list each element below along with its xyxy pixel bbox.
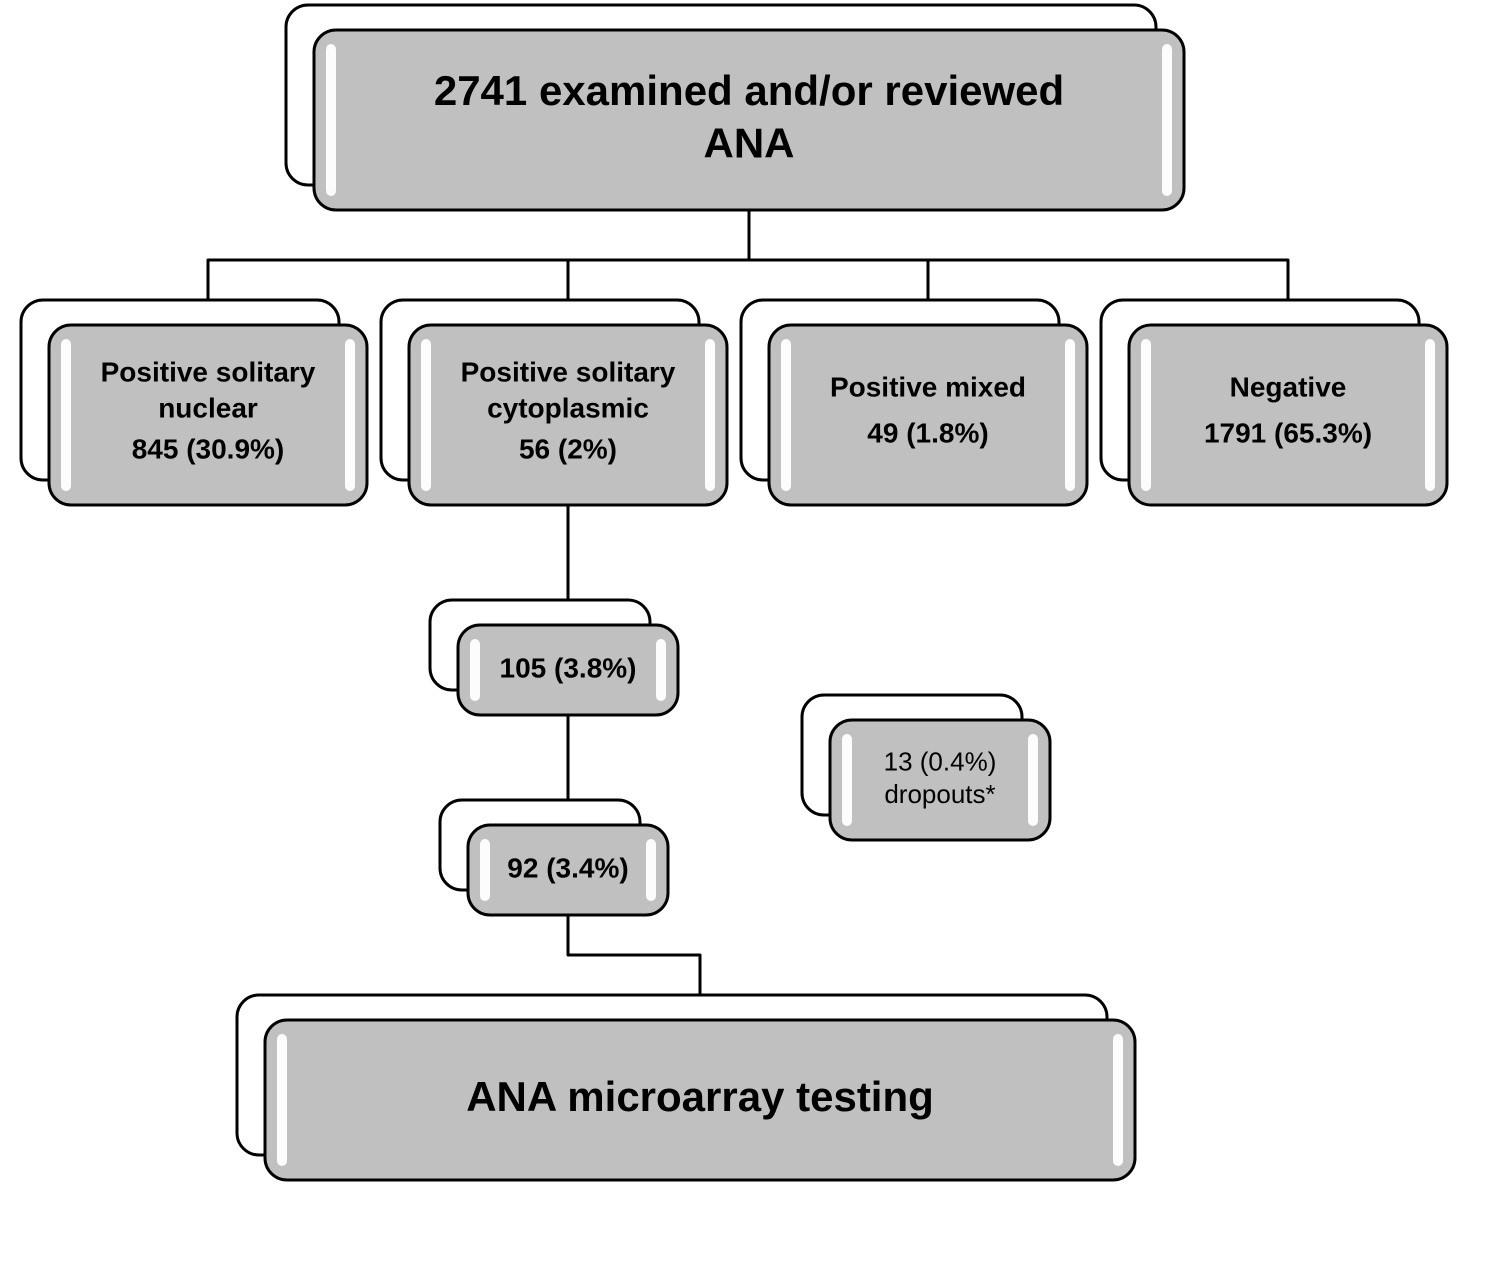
- node-cyto: Positive solitary cytoplasmic 56 (2%): [381, 300, 727, 505]
- node-drop: 13 (0.4%)dropouts*: [802, 695, 1050, 840]
- node-root-line-1: ANA: [704, 119, 795, 166]
- node-cyto-line-1: cytoplasmic: [487, 392, 649, 423]
- node-n105: 105 (3.8%): [430, 600, 678, 715]
- node-micro: ANA microarray testing: [237, 995, 1135, 1180]
- node-neg-line-1: 1791 (65.3%): [1204, 417, 1372, 448]
- flowchart-root: 2741 examined and/or reviewed ANA Positive…: [0, 0, 1499, 1261]
- node-cyto-line-0: Positive solitary: [461, 356, 676, 387]
- node-n92: 92 (3.4%): [440, 800, 668, 915]
- node-drop-line-1: dropouts*: [884, 779, 995, 809]
- node-neg-line-0: Negative: [1230, 371, 1347, 402]
- node-nuclear-line-1: nuclear: [158, 392, 258, 423]
- node-root: 2741 examined and/or reviewed ANA: [286, 5, 1184, 210]
- node-nuclear: Positive solitary nuclear 845 (30.9%): [21, 300, 367, 505]
- node-n92-line-0: 92 (3.4%): [507, 852, 628, 883]
- node-n105-line-0: 105 (3.8%): [500, 652, 637, 683]
- node-mixed-line-1: 49 (1.8%): [867, 417, 988, 448]
- node-mixed: Positive mixed 49 (1.8%): [741, 300, 1087, 505]
- node-neg: Negative 1791 (65.3%): [1101, 300, 1447, 505]
- node-cyto-line-2: 56 (2%): [519, 433, 617, 464]
- node-root-line-0: 2741 examined and/or reviewed: [434, 67, 1064, 114]
- node-micro-line-0: ANA microarray testing: [466, 1073, 934, 1120]
- node-nuclear-line-2: 845 (30.9%): [132, 433, 285, 464]
- node-drop-line-0: 13 (0.4%): [884, 747, 997, 777]
- node-mixed-line-0: Positive mixed: [830, 371, 1026, 402]
- node-nuclear-line-0: Positive solitary: [101, 356, 316, 387]
